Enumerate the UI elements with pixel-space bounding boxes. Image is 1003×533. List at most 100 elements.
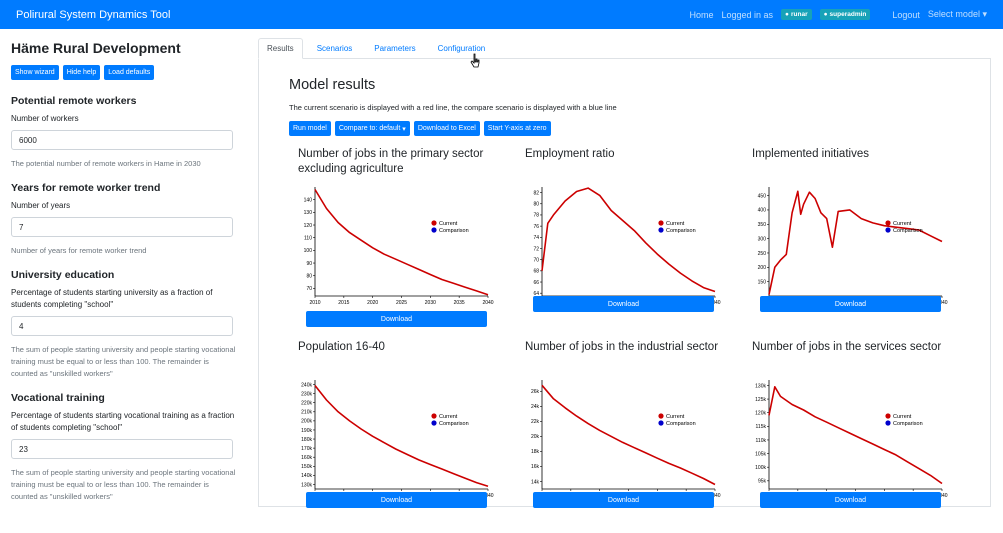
parameter-label: Number of years	[11, 201, 71, 210]
tab-configuration[interactable]: Configuration	[437, 43, 486, 53]
home-link[interactable]: Home	[689, 9, 714, 20]
start-y-zero-button[interactable]: Start Y-axis at zero	[483, 121, 551, 136]
chart-card-population-16-40: Population 16-40 130k 140k 150k 160k 170k 180k…	[289, 340, 516, 533]
chart-title: Number of jobs in the services sector	[752, 341, 942, 353]
y-tick-label: 140k	[301, 473, 312, 479]
series-line-current	[541, 384, 716, 486]
select-model-dropdown[interactable]: Select model ▾	[928, 9, 987, 20]
y-tick-label: 68	[533, 269, 539, 275]
results-description: The current scenario is displayed with a…	[289, 103, 617, 112]
admin-icon: ●	[823, 11, 828, 18]
chart-title: Number of jobs in the primary sector exc…	[298, 148, 484, 175]
parameter-title: Years for remote worker trend	[11, 182, 161, 194]
y-tick-label: 170k	[301, 446, 312, 452]
legend-comparison-label: Comparison	[666, 228, 696, 234]
download-excel-button[interactable]: Download to Excel	[413, 121, 480, 136]
x-tick-label: 2040	[482, 300, 493, 306]
tab-bar: Results Scenarios Parameters Configurati…	[258, 38, 991, 59]
parameter-input[interactable]: 7	[11, 217, 233, 237]
tab-scenarios[interactable]: Scenarios	[316, 43, 353, 53]
y-tick-label: 450	[758, 193, 767, 199]
legend-current-label: Current	[666, 414, 685, 420]
x-tick-label: 2025	[396, 300, 407, 306]
y-tick-label: 190k	[301, 428, 312, 434]
parameter-help: Number of years for remote worker trend	[11, 246, 147, 255]
y-tick-label: 115k	[756, 424, 767, 430]
legend-comparison-label: Comparison	[893, 228, 923, 234]
legend-comparison-label: Comparison	[439, 421, 469, 427]
y-tick-label: 180k	[301, 437, 312, 443]
y-tick-label: 80	[533, 202, 539, 208]
y-tick-label: 70	[533, 257, 539, 263]
download-button[interactable]: Download	[306, 492, 487, 508]
y-tick-label: 110k	[756, 438, 767, 444]
chart-card-industrial-jobs: Number of jobs in the industrial sector 1…	[516, 340, 743, 533]
parameter-input[interactable]: 23	[11, 439, 233, 459]
y-tick-label: 78	[533, 213, 539, 219]
y-tick-label: 130k	[755, 383, 766, 389]
y-tick-label: 18k	[531, 449, 540, 455]
caret-down-icon: ▾	[402, 125, 406, 133]
legend-current-marker	[658, 413, 664, 419]
parameter-section: Potential remote workers Number of worker…	[11, 95, 237, 170]
user-badge-label: runar	[790, 11, 808, 18]
hide-help-button[interactable]: Hide help	[62, 65, 101, 80]
download-button[interactable]: Download	[306, 311, 487, 327]
logout-link[interactable]: Logout	[892, 9, 920, 20]
parameter-section: Years for remote worker trend Number of y…	[11, 182, 237, 257]
x-tick-label: 2040	[482, 493, 493, 499]
y-tick-label: 90	[306, 261, 312, 267]
y-tick-label: 200	[758, 265, 767, 271]
y-tick-label: 110	[304, 235, 312, 241]
parameter-sidebar: Häme Rural Development Show wizard Hide …	[0, 29, 248, 507]
x-tick-label: 2020	[367, 300, 378, 306]
legend-current-marker	[885, 220, 891, 226]
y-tick-label: 100k	[755, 465, 766, 471]
chart-title: Employment ratio	[525, 148, 615, 160]
y-tick-label: 150	[758, 279, 767, 285]
results-actions: Run model Compare to: default ▾ Download…	[289, 121, 960, 136]
main-content: Results Scenarios Parameters Configurati…	[258, 38, 991, 508]
x-tick-label: 2040	[709, 300, 720, 306]
series-line-current	[541, 187, 716, 293]
download-button[interactable]: Download	[760, 296, 941, 312]
chart-grid: Number of jobs in the primary sector exc…	[289, 147, 960, 533]
show-wizard-button[interactable]: Show wizard	[11, 65, 59, 80]
y-tick-label: 16k	[531, 464, 540, 470]
caret-down-icon: ▾	[982, 9, 987, 19]
y-tick-label: 400	[758, 208, 767, 214]
y-tick-label: 250	[758, 251, 767, 257]
parameter-input[interactable]: 6000	[11, 130, 233, 150]
parameter-title: University education	[11, 269, 115, 281]
download-button[interactable]: Download	[533, 296, 714, 312]
role-badge-label: superadmin	[829, 11, 867, 18]
legend-comparison-label: Comparison	[666, 421, 696, 427]
parameter-input[interactable]: 4	[11, 316, 233, 336]
x-tick-label: 2015	[338, 300, 349, 306]
run-model-button[interactable]: Run model	[289, 121, 331, 136]
y-tick-label: 70	[306, 286, 312, 292]
tab-parameters[interactable]: Parameters	[374, 43, 416, 53]
legend-comparison-marker	[885, 227, 891, 233]
download-button[interactable]: Download	[760, 492, 941, 508]
series-line-current	[314, 385, 489, 488]
brand-link[interactable]: Polirural System Dynamics Tool	[16, 8, 171, 21]
load-defaults-button[interactable]: Load defaults	[104, 65, 155, 80]
legend-comparison-marker	[885, 420, 891, 426]
tab-results[interactable]: Results	[258, 38, 303, 59]
y-tick-label: 76	[533, 224, 539, 230]
compare-dropdown-button[interactable]: Compare to: default ▾	[334, 121, 410, 136]
y-tick-label: 140	[304, 197, 313, 203]
logged-in-text: Logged in as	[721, 9, 774, 20]
y-tick-label: 160k	[301, 455, 312, 461]
legend-current-marker	[658, 220, 664, 226]
parameter-help: The potential number of remote workers i…	[11, 159, 201, 168]
compare-label: Compare to: default	[338, 125, 401, 132]
legend-current-marker	[431, 220, 437, 226]
download-button[interactable]: Download	[533, 492, 714, 508]
user-badge: ● runar	[781, 9, 812, 20]
y-tick-label: 230k	[301, 391, 312, 397]
legend-current-label: Current	[439, 221, 458, 227]
y-tick-label: 210k	[301, 410, 312, 416]
y-tick-label: 14k	[531, 479, 540, 485]
